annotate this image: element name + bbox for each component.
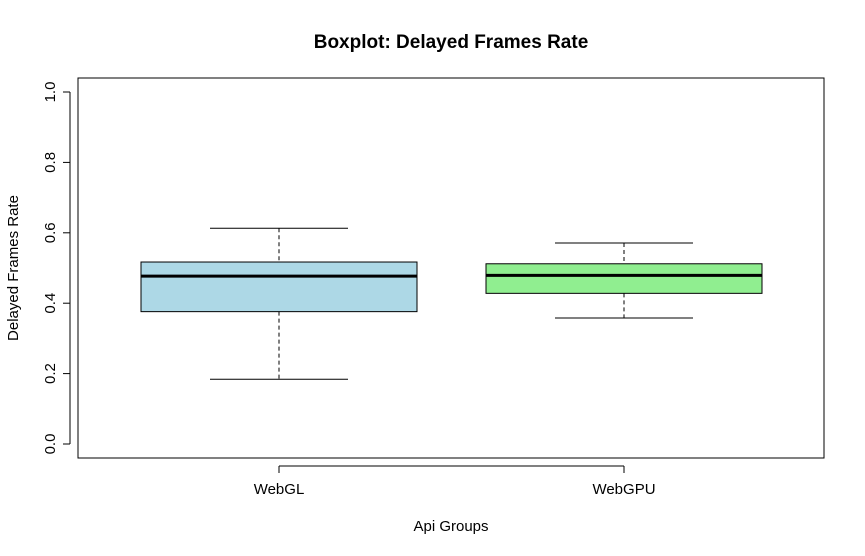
boxes-layer xyxy=(140,227,763,380)
x-tick-label: WebGL xyxy=(254,481,305,498)
y-axis-label: Delayed Frames Rate xyxy=(5,195,22,341)
chart-title: Boxplot: Delayed Frames Rate xyxy=(314,32,589,53)
y-tick-label: 0.2 xyxy=(42,363,59,384)
y-tick-label: 0.8 xyxy=(42,152,59,173)
box-webgl xyxy=(140,227,418,380)
y-tick-label: 0.6 xyxy=(42,222,59,243)
y-tick-label: 1.0 xyxy=(42,82,59,103)
y-tick-label: 0.4 xyxy=(42,293,59,314)
iqr-box xyxy=(485,263,763,294)
x-axis-label: Api Groups xyxy=(413,518,488,535)
y-tick-label: 0.0 xyxy=(42,434,59,455)
x-tick-label: WebGPU xyxy=(592,481,655,498)
iqr-box xyxy=(140,261,418,313)
box-webgpu xyxy=(485,242,763,319)
x-axis: WebGL WebGPU xyxy=(254,465,656,498)
plot-frame xyxy=(77,77,825,459)
y-axis: 0.0 0.2 0.4 0.6 0.8 1.0 xyxy=(42,82,71,455)
